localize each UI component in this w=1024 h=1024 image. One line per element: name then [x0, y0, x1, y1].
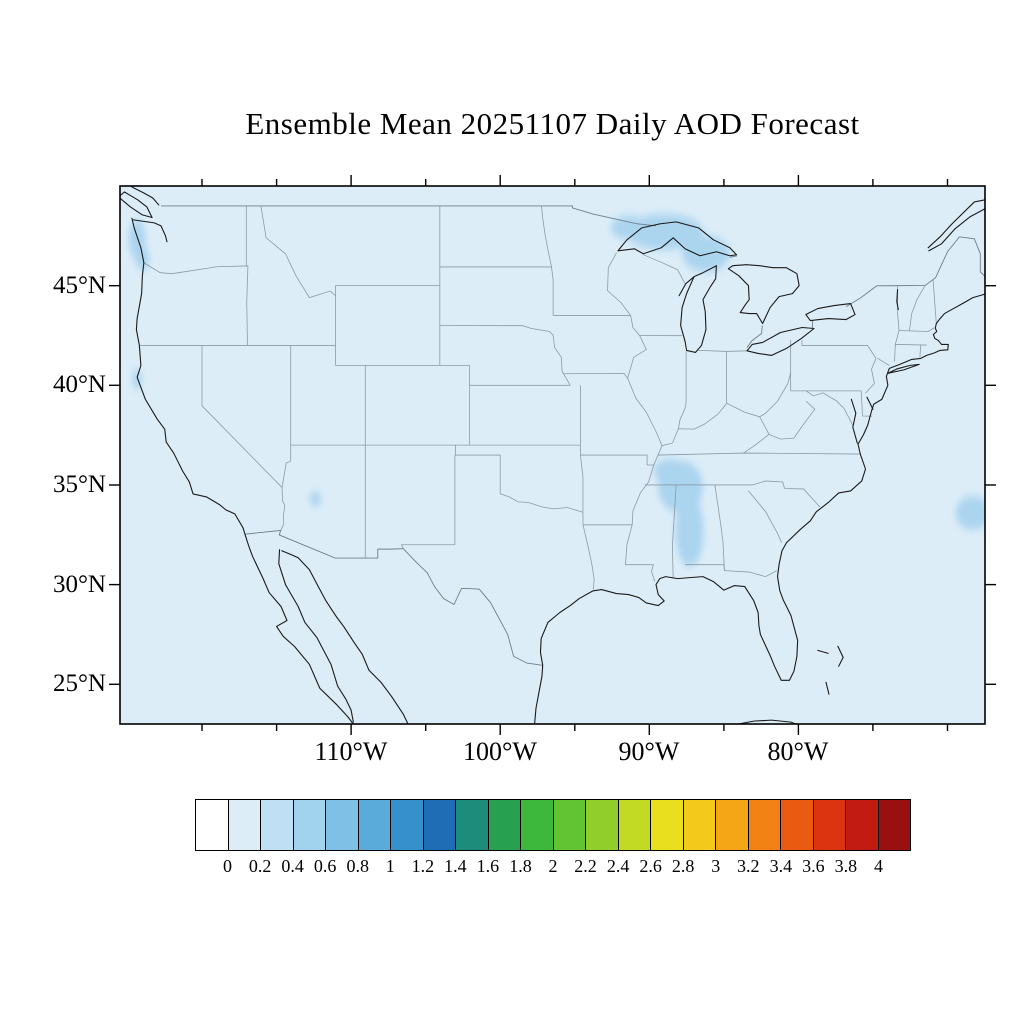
- colorbar-segment: [488, 800, 521, 850]
- colorbar-segment: [391, 800, 424, 850]
- chesapeake-bay: [851, 399, 857, 443]
- axis-ticks: [109, 175, 996, 735]
- colorbar-tick-label: 0: [223, 856, 233, 876]
- y-tick-label-35n: 35°N: [52, 471, 106, 498]
- y-tick-label-40n: 40°N: [52, 371, 106, 398]
- st-lawrence-south-shore: [929, 203, 1000, 251]
- colorbar-segment: [228, 800, 261, 850]
- colorbar-segment: [553, 800, 586, 850]
- lake-michigan: [681, 266, 717, 353]
- colorbar-tick-label: 2.2: [574, 856, 597, 876]
- lake-superior: [618, 222, 737, 256]
- colorbar-segment: [293, 800, 326, 850]
- bahamas-1: [818, 650, 828, 653]
- mexico-mainland-coastline: [282, 551, 409, 725]
- colorbar-tick-label: 3: [711, 856, 721, 876]
- colorbar-tick-label: 1.6: [476, 856, 500, 876]
- x-tick-label-80w: 80°W: [767, 737, 829, 766]
- puget-sound: [133, 220, 167, 242]
- baja-gulf-coastline: [279, 550, 354, 722]
- colorbar-segment: [651, 800, 684, 850]
- colorbar: 0 0.2 0.4 0.6 0.8 1 1.2 1.4 1.6 1.8 2 2.2 2.4 2.6 2.8 3…: [195, 799, 911, 891]
- colorbar-segment: [196, 800, 229, 850]
- colorbar-tick-label: 0.2: [248, 856, 272, 876]
- bahamas-3: [826, 682, 829, 694]
- colorbar-segment: [683, 800, 716, 850]
- colorbar-tick-label: 2.6: [639, 856, 662, 876]
- lake-ontario: [806, 304, 855, 321]
- colorbar-tick-label: 3.2: [737, 856, 760, 876]
- lake-huron: [728, 265, 799, 324]
- colorbar-labels: 0 0.2 0.4 0.6 0.8 1 1.2 1.4 1.6 1.8 2 2.2 2.4 2.6 2.8 3…: [195, 856, 911, 882]
- colorbar-tick-label: 0.6: [313, 856, 337, 876]
- gulf-atlantic-coastline: [534, 286, 993, 725]
- bahamas-2: [838, 646, 843, 666]
- colorbar-tick-label: 0.4: [281, 856, 304, 876]
- x-tick-label-90w: 90°W: [618, 737, 680, 766]
- colorbar-tick-label: 1.2: [411, 856, 435, 876]
- st-lawrence-north-shore: [928, 199, 989, 248]
- colorbar-segment: [813, 800, 846, 850]
- colorbar-segment: [716, 800, 749, 850]
- colorbar-segment: [358, 800, 391, 850]
- colorbar-tick-label: 1.4: [444, 856, 467, 876]
- colorbar-tick-label: 1: [385, 856, 395, 876]
- long-island: [888, 364, 919, 373]
- colorbar-tick-label: 3.4: [769, 856, 793, 876]
- map-canvas: [119, 186, 1000, 726]
- y-tick-label-45n: 45°N: [52, 272, 106, 299]
- plot-title: Ensemble Mean 20251107 Daily AOD Forecas…: [245, 106, 860, 141]
- colorbar-segment: [423, 800, 456, 850]
- colorbar-tick-label: 2: [548, 856, 558, 876]
- colorbar-tick-label: 2.8: [671, 856, 695, 876]
- x-tick-label-110w: 110°W: [314, 737, 388, 766]
- colorbar-segment: [748, 800, 781, 850]
- lake-champlain: [897, 290, 898, 310]
- colorbar-segment: [261, 800, 294, 850]
- colorbar-segment: [456, 800, 489, 850]
- colorbar-segment: [618, 800, 651, 850]
- map-frame: [119, 185, 986, 725]
- pacific-coastline: [132, 218, 354, 725]
- country-borders: [161, 206, 994, 665]
- colorbar-segment: [521, 800, 554, 850]
- colorbar-segment: [586, 800, 619, 850]
- coastlines: [119, 187, 1000, 726]
- lake-erie: [747, 328, 814, 356]
- colorbar-segment: [846, 800, 879, 850]
- colorbar-tick-label: 0.8: [346, 856, 369, 876]
- y-tick-label-30n: 30°N: [52, 571, 106, 598]
- aod-patches: [128, 213, 985, 567]
- vancouver-island: [119, 192, 153, 218]
- colorbar-segment: [781, 800, 814, 850]
- colorbar-tick-label: 3.8: [834, 856, 858, 876]
- colorbar-segment: [326, 800, 359, 850]
- y-tick-label-25n: 25°N: [52, 670, 106, 697]
- colorbar-tick-label: 1.8: [509, 856, 532, 876]
- colorbar-tick-label: 3.6: [802, 856, 825, 876]
- colorbar-segments: [195, 799, 911, 851]
- bc-coast: [132, 187, 159, 205]
- forecast-map: [109, 175, 1000, 735]
- delaware-bay: [867, 397, 873, 409]
- x-tick-label-100w: 100°W: [463, 737, 537, 766]
- green-bay: [679, 277, 694, 296]
- colorbar-segment: [878, 800, 910, 850]
- colorbar-tick-label: 2.4: [606, 856, 630, 876]
- colorbar-tick-label: 4: [873, 856, 883, 876]
- state-borders: [139, 206, 936, 590]
